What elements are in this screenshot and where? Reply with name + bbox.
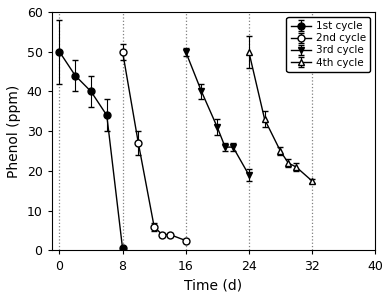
Y-axis label: Phenol (ppm): Phenol (ppm) — [7, 85, 21, 178]
Legend: 1st cycle, 2nd cycle, 3rd cycle, 4th cycle: 1st cycle, 2nd cycle, 3rd cycle, 4th cyc… — [286, 17, 370, 72]
X-axis label: Time (d): Time (d) — [184, 278, 243, 292]
